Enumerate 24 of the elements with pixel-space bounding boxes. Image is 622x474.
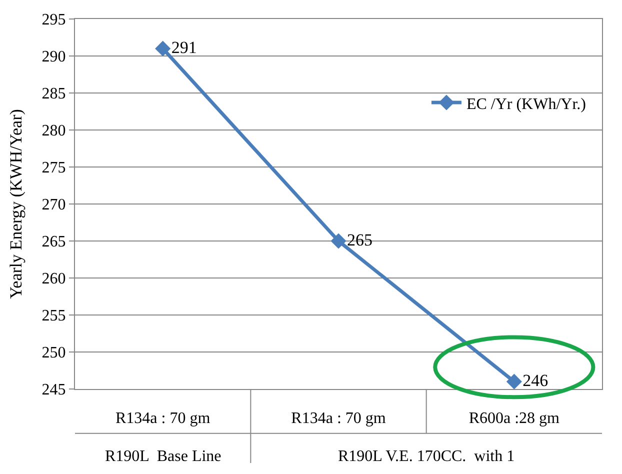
y-tick-label: 265 [42, 234, 66, 251]
point [155, 40, 171, 56]
y-tick-label: 245 [42, 382, 66, 399]
point [330, 233, 346, 249]
y-tick-label: 260 [42, 270, 66, 288]
y-tick-label: 275 [42, 160, 66, 177]
point [506, 374, 522, 390]
x-tick-label: R134a : 70 gm [291, 410, 386, 428]
y-tick-label: 270 [42, 196, 66, 214]
x-tick-label: R134a : 70 gm [115, 410, 211, 428]
data-label: 265 [347, 230, 372, 250]
y-tick-label: 255 [42, 308, 66, 325]
y-tick-label: 280 [42, 122, 66, 140]
text: R190L Base Line [105, 448, 222, 465]
y-tick-label: 250 [42, 344, 66, 362]
text: R190L V.E. 170CC. with 1 [338, 448, 515, 465]
data-label: 291 [171, 38, 197, 57]
x-tick-label: R600a :28 gm [468, 410, 560, 428]
legend-label: EC /Yr (KWh/Yr.) [466, 96, 586, 113]
data-label: 246 [522, 370, 548, 390]
y-tick-label: 295 [42, 12, 66, 29]
y-tick-label: 290 [42, 48, 66, 66]
y-axis-title: Yearly Energy (KWH/Year) [6, 109, 26, 299]
y-tick-label: 285 [42, 86, 66, 103]
